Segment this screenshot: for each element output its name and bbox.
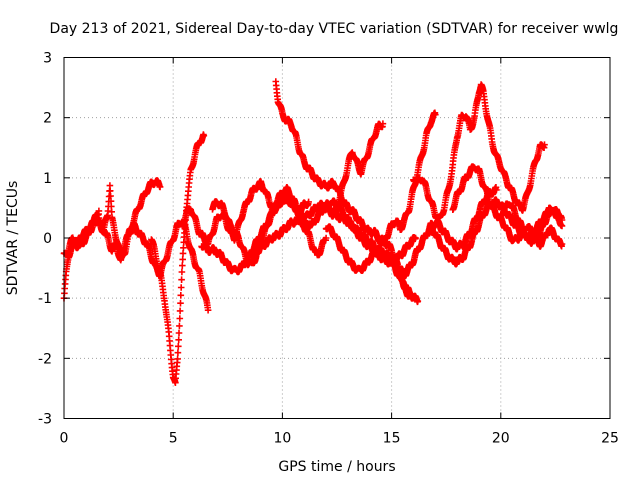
x-axis-label: GPS time / hours: [278, 459, 395, 475]
x-tick-label: 20: [492, 431, 510, 447]
y-axis-label: SDTVAR / TECUs: [5, 181, 21, 296]
chart-title: Day 213 of 2021, Sidereal Day-to-day VTE…: [50, 21, 619, 37]
y-tick-label: -3: [38, 412, 52, 428]
y-tick-label: 0: [43, 231, 52, 247]
data-point-markers: [497, 200, 566, 247]
series-track-13: [410, 81, 548, 222]
x-tick-label: 0: [60, 431, 69, 447]
x-tick-label: 10: [273, 431, 291, 447]
x-axis: 0 5 10 15 20 25: [60, 57, 619, 447]
series-track-5: [178, 178, 312, 248]
y-axis: -3 -2 -1 0 1 2 3: [38, 51, 610, 428]
y-tick-label: 1: [43, 171, 52, 187]
y-tick-label: 3: [43, 51, 52, 67]
y-tick-label: -1: [38, 291, 52, 307]
series-layer: [60, 78, 566, 386]
series-track-16: [497, 200, 566, 247]
data-point-markers: [148, 131, 208, 386]
y-tick-label: 2: [43, 111, 52, 127]
data-point-markers: [410, 81, 548, 222]
x-tick-label: 5: [169, 431, 178, 447]
y-tick-label: -2: [38, 351, 52, 367]
data-point-markers: [331, 120, 387, 215]
data-point-markers: [248, 197, 419, 268]
x-tick-label: 25: [601, 431, 619, 447]
series-track-11: [331, 120, 387, 215]
data-point-markers: [178, 178, 312, 248]
series-track-4: [148, 131, 208, 386]
x-tick-label: 15: [383, 431, 401, 447]
series-track-8: [248, 197, 419, 268]
